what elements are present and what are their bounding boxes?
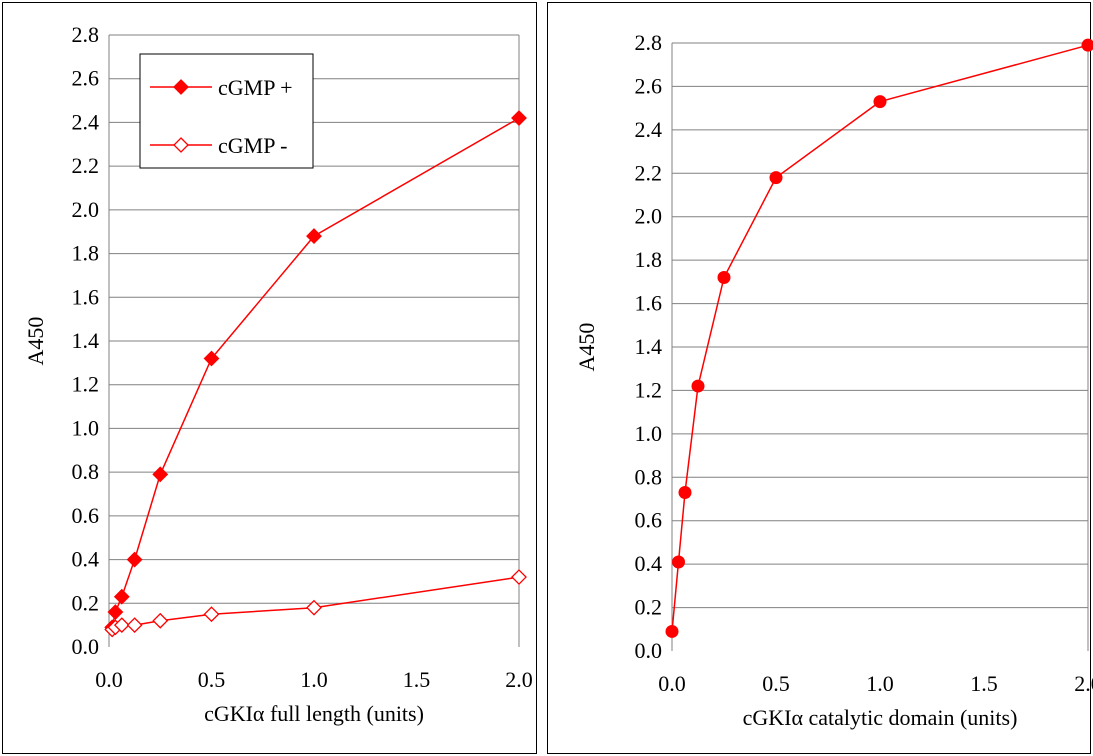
- y-tick-label: 1.4: [72, 328, 100, 353]
- chart-full-length: 0.0 0.2 0.4 0.6 0.8 1.0 1.2 1.4 1.6 1.8 2.0 2.2 2.4 2…: [23, 22, 533, 726]
- data-point: [306, 228, 322, 245]
- x-tick-label: 0.0: [658, 671, 686, 696]
- data-point: [678, 485, 692, 499]
- y-tick-label: 0.8: [72, 459, 100, 484]
- data-point: [672, 555, 685, 569]
- y-tick-label: 0.6: [72, 503, 100, 528]
- y-tick-label: 2.2: [72, 153, 100, 178]
- x-tick-label: 1.5: [970, 671, 998, 696]
- data-point: [306, 599, 322, 616]
- y-axis-label: A450: [574, 323, 599, 372]
- legend-label: cGMP +: [218, 75, 293, 100]
- y-tick-label: 1.4: [635, 334, 663, 359]
- y-tick-label: 2.8: [72, 22, 100, 47]
- x-tick-label: 1.0: [300, 667, 328, 692]
- x-tick-label: 0.5: [198, 667, 226, 692]
- series-line: [671, 44, 1089, 632]
- data-point: [873, 95, 887, 109]
- y-tick-label: 1.0: [635, 421, 663, 446]
- x-tick-label: 0.0: [95, 667, 123, 692]
- data-point: [203, 606, 220, 623]
- data-point: [1081, 38, 1093, 52]
- y-tick-label: 0.4: [635, 551, 663, 576]
- chart-panel-catalytic-domain: 0.0 0.2 0.4 0.6 0.8 1.0 1.2 1.4 1.6 1.8 2.0 2.2 2.4 2…: [547, 2, 1093, 754]
- y-tick-label: 1.8: [72, 241, 100, 266]
- series-line: [111, 117, 520, 628]
- x-tick-label: 1.5: [403, 667, 431, 692]
- y-tick-label: 1.6: [72, 284, 100, 309]
- chart-panel-full-length: 0.0 0.2 0.4 0.6 0.8 1.0 1.2 1.4 1.6 1.8 2.0 2.2 2.4 2…: [2, 2, 537, 754]
- data-point: [717, 271, 731, 285]
- data-point: [511, 569, 527, 585]
- y-tick-label: 2.2: [635, 160, 663, 185]
- y-tick-label: 2.6: [72, 66, 100, 91]
- y-tick-label: 0.0: [635, 638, 663, 663]
- y-tick-label: 1.0: [72, 415, 100, 440]
- data-point: [691, 379, 705, 393]
- data-point: [203, 350, 220, 367]
- y-tick-label: 1.6: [635, 291, 663, 316]
- legend-marker: [173, 137, 189, 153]
- y-tick-label: 1.2: [72, 372, 100, 397]
- x-tick-label: 1.0: [866, 671, 894, 696]
- y-tick-label: 1.8: [635, 247, 663, 272]
- data-point: [769, 171, 783, 185]
- y-tick-label: 2.8: [635, 30, 663, 55]
- y-tick-label: 0.2: [72, 590, 100, 615]
- data-point: [126, 551, 143, 568]
- y-tick-label: 0.4: [72, 547, 100, 572]
- x-tick-label: 2.0: [505, 667, 533, 692]
- y-tick-label: 0.8: [635, 464, 663, 489]
- data-point: [113, 617, 130, 634]
- chart-catalytic-domain: 0.0 0.2 0.4 0.6 0.8 1.0 1.2 1.4 1.6 1.8 2.0 2.2 2.4 2…: [574, 30, 1093, 730]
- data-point: [152, 612, 169, 629]
- data-point: [126, 617, 143, 634]
- x-tick-label: 2.0: [1074, 671, 1093, 696]
- y-tick-label: 2.4: [72, 109, 100, 134]
- y-tick-label: 2.0: [72, 197, 100, 222]
- legend-box: [139, 53, 314, 169]
- data-point: [511, 110, 527, 126]
- x-axis-label: cGKIα full length (units): [204, 701, 424, 726]
- x-axis-label: cGKIα catalytic domain (units): [743, 705, 1018, 730]
- data-point: [665, 624, 679, 638]
- y-tick-label: 0.6: [635, 508, 663, 533]
- data-point: [107, 604, 124, 620]
- y-tick-label: 0.2: [635, 595, 663, 620]
- y-tick-label: 2.4: [635, 117, 663, 142]
- y-tick-label: 1.2: [635, 377, 663, 402]
- y-tick-label: 2.0: [635, 204, 663, 229]
- legend-marker: [173, 79, 189, 95]
- data-point: [113, 588, 130, 605]
- y-tick-label: 0.0: [72, 634, 100, 659]
- y-axis-label: A450: [23, 317, 48, 366]
- x-tick-label: 0.5: [762, 671, 790, 696]
- legend-label: cGMP -: [218, 133, 287, 158]
- data-point: [152, 466, 169, 483]
- y-tick-label: 2.6: [635, 73, 663, 98]
